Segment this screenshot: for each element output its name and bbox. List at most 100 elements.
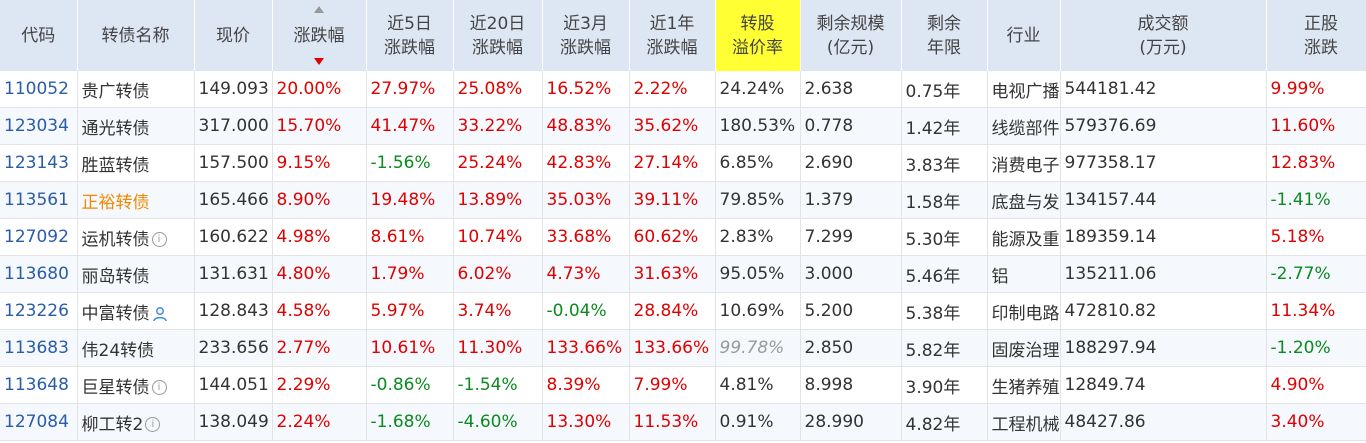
table-row[interactable]: 127092 运机转债 i 160.622 4.98% 8.61% 10.74% … (0, 218, 1366, 256)
bond-scale: 7.299 (800, 218, 902, 256)
bond-years: 0.75年 (901, 71, 988, 108)
bond-premium: 95.05% (715, 255, 801, 293)
bond-turnover: 189359.14 (1060, 218, 1267, 256)
bond-change-5d: 27.97% (366, 71, 454, 108)
header-change-sorted[interactable]: 涨跌幅 (272, 0, 367, 71)
table-row[interactable]: 113648 巨星转债 i 144.051 2.29% -0.86% -1.54%… (0, 366, 1366, 404)
table-row[interactable]: 123226 中富转债 128.843 4.58% 5.97% 3.74% -0… (0, 292, 1366, 330)
bond-name-cell[interactable]: 巨星转债 i (77, 366, 195, 404)
bond-change: 15.70% (272, 107, 367, 145)
info-icon[interactable]: i (145, 417, 161, 432)
bond-change-3m: 16.52% (542, 71, 630, 108)
bond-price: 131.631 (194, 255, 273, 293)
stock-change: -1.20% (1266, 329, 1366, 367)
bond-code[interactable]: 127092 (0, 218, 78, 256)
bond-change: 20.00% (272, 71, 367, 108)
bond-code[interactable]: 113561 (0, 181, 78, 219)
bond-change-1y: 31.63% (629, 255, 716, 293)
header-years[interactable]: 剩余 年限 (901, 0, 988, 71)
bond-name-cell[interactable]: 运机转债 i (77, 218, 195, 256)
bond-change-20d: 11.30% (453, 329, 543, 367)
header-1y[interactable]: 近1年 涨跌幅 (629, 0, 716, 71)
bond-change-1y: 39.11% (629, 181, 716, 219)
bond-code[interactable]: 123226 (0, 292, 78, 330)
header-premium[interactable]: 转股 溢价率 (715, 0, 801, 71)
bond-name[interactable]: 胜蓝转债 (77, 144, 195, 182)
bond-change: 9.15% (272, 144, 367, 182)
bond-industry: 底盘与发动机系统 (987, 181, 1061, 219)
bond-premium: 4.81% (715, 366, 801, 404)
bond-change-1y: 133.66% (629, 329, 716, 367)
info-icon[interactable]: i (151, 380, 167, 395)
table-row[interactable]: 113680 丽岛转债 131.631 4.80% 1.79% 6.02% 4.… (0, 255, 1366, 293)
bond-change-5d: -1.68% (366, 403, 454, 441)
bond-name[interactable]: 丽岛转债 (77, 255, 195, 293)
bond-change-3m: 35.03% (542, 181, 630, 219)
bond-code[interactable]: 113680 (0, 255, 78, 293)
stock-change: 11.34% (1266, 292, 1366, 330)
bond-code[interactable]: 110052 (0, 71, 78, 108)
table-row[interactable]: 123143 胜蓝转债 157.500 9.15% -1.56% 25.24% … (0, 144, 1366, 182)
header-price[interactable]: 现价 (194, 0, 273, 71)
header-industry[interactable]: 行业 (987, 0, 1061, 71)
bond-years: 3.90年 (901, 366, 988, 404)
bond-name: 运机转债 (81, 229, 150, 250)
table-row[interactable]: 127084 柳工转2 i 138.049 2.24% -1.68% -4.60%… (0, 403, 1366, 441)
header-code[interactable]: 代码 (0, 0, 78, 71)
header-5d[interactable]: 近5日 涨跌幅 (366, 0, 454, 71)
table-row[interactable]: 123034 通光转债 317.000 15.70% 41.47% 33.22%… (0, 107, 1366, 145)
bond-price: 233.656 (194, 329, 273, 367)
bond-code[interactable]: 127084 (0, 403, 78, 441)
bond-change-1y: 11.53% (629, 403, 716, 441)
bond-name[interactable]: 伟24转债 (77, 329, 195, 367)
bond-change-5d: 10.61% (366, 329, 454, 367)
bond-code[interactable]: 113683 (0, 329, 78, 367)
bond-change-1y: 35.62% (629, 107, 716, 145)
bond-change: 4.98% (272, 218, 367, 256)
header-turnover[interactable]: 成交额 (万元) (1060, 0, 1267, 71)
bond-name-cell[interactable]: 柳工转2 i (77, 403, 195, 441)
bond-industry: 生猪养殖 (987, 366, 1061, 404)
info-icon[interactable]: i (151, 232, 167, 247)
bond-change-20d: 33.22% (453, 107, 543, 145)
bond-change: 4.80% (272, 255, 367, 293)
bond-years: 5.82年 (901, 329, 988, 367)
bond-code[interactable]: 113648 (0, 366, 78, 404)
bond-scale: 2.850 (800, 329, 902, 367)
bond-price: 317.000 (194, 107, 273, 145)
bond-industry: 铝 (987, 255, 1061, 293)
header-20d[interactable]: 近20日 涨跌幅 (453, 0, 543, 71)
bond-turnover: 977358.17 (1060, 144, 1267, 182)
header-scale[interactable]: 剩余规模 (亿元) (800, 0, 902, 71)
bond-price: 128.843 (194, 292, 273, 330)
table-row[interactable]: 113561 正裕转债 165.466 8.90% 19.48% 13.89% … (0, 181, 1366, 219)
bond-change-1y: 7.99% (629, 366, 716, 404)
bond-price: 149.093 (194, 71, 273, 108)
bond-years: 1.42年 (901, 107, 988, 145)
header-3m[interactable]: 近3月 涨跌幅 (542, 0, 630, 71)
bond-premium: 79.85% (715, 181, 801, 219)
bond-change-3m: 33.68% (542, 218, 630, 256)
bond-industry: 电视广播 (987, 71, 1061, 108)
person-icon[interactable] (152, 306, 168, 322)
stock-change: 12.83% (1266, 144, 1366, 182)
bond-industry: 线缆部件及其他 (987, 107, 1061, 145)
table-row[interactable]: 113683 伟24转债 233.656 2.77% 10.61% 11.30%… (0, 329, 1366, 367)
bond-code[interactable]: 123143 (0, 144, 78, 182)
table-row[interactable]: 110052 贵广转债 149.093 20.00% 27.97% 25.08%… (0, 71, 1366, 108)
bond-scale: 2.638 (800, 71, 902, 108)
bond-change-5d: -0.86% (366, 366, 454, 404)
bond-code[interactable]: 123034 (0, 107, 78, 145)
header-stock-change[interactable]: 正股 涨跌 (1266, 0, 1366, 71)
header-name[interactable]: 转债名称 (77, 0, 195, 71)
bond-change-5d: 5.97% (366, 292, 454, 330)
bond-name[interactable]: 贵广转债 (77, 71, 195, 108)
bond-name[interactable]: 正裕转债 (77, 181, 195, 219)
bond-change-20d: 13.89% (453, 181, 543, 219)
bond-name[interactable]: 通光转债 (77, 107, 195, 145)
bond-scale: 3.000 (800, 255, 902, 293)
bond-name-cell[interactable]: 中富转债 (77, 292, 195, 330)
bond-change-20d: 3.74% (453, 292, 543, 330)
bond-price: 160.622 (194, 218, 273, 256)
